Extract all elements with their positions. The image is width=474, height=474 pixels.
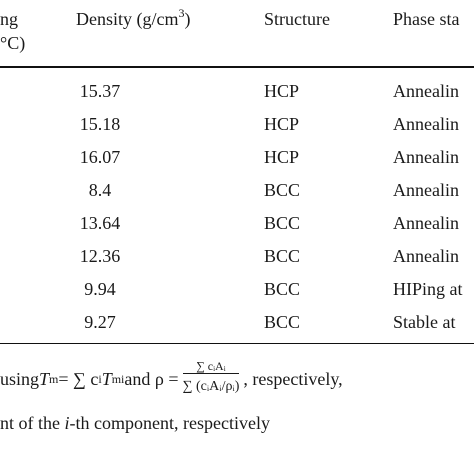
cell-density: 15.18 bbox=[79, 114, 121, 134]
density-fraction: ∑ cᵢAᵢ ∑ (cᵢAᵢ/ρᵢ) bbox=[182, 359, 240, 400]
header-density-text: Density (g/cm bbox=[76, 9, 179, 29]
fraction-numerator: ∑ cᵢAᵢ bbox=[182, 359, 240, 374]
table-row: 12.36 BCC Annealin bbox=[0, 245, 474, 278]
footnote-respectively: , respectively, bbox=[243, 369, 343, 389]
table-bottom-rule bbox=[0, 343, 474, 344]
table-row: 15.37 HCP Annealin bbox=[0, 80, 474, 113]
footnote-ci-sub: i bbox=[98, 372, 102, 386]
cell-density: 9.94 bbox=[84, 279, 116, 299]
footnote-i: i bbox=[64, 413, 70, 433]
footnote-line2: nt of the i-th component, respectively bbox=[0, 412, 270, 434]
header-melting-line2: °C) bbox=[0, 33, 26, 53]
cell-phase: Annealin bbox=[393, 147, 459, 167]
table-row: 9.27 BCC Stable at bbox=[0, 311, 474, 344]
cell-phase: Annealin bbox=[393, 114, 459, 134]
table-row: 13.64 BCC Annealin bbox=[0, 212, 474, 245]
header-structure: Structure bbox=[264, 9, 330, 29]
footnote-line2-start: nt of the bbox=[0, 413, 65, 433]
cell-phase: Annealin bbox=[393, 180, 459, 200]
table-row: 8.4 BCC Annealin bbox=[0, 179, 474, 212]
footnote-and-rho: and ρ = bbox=[124, 369, 179, 389]
cell-structure: BCC bbox=[264, 213, 301, 233]
cell-density: 15.37 bbox=[79, 81, 121, 101]
cell-density: 16.07 bbox=[79, 147, 121, 167]
footnote-line2-end: -th component, respectively bbox=[69, 413, 270, 433]
header-density-sup: 3 bbox=[178, 6, 185, 20]
cell-density: 13.64 bbox=[79, 213, 121, 233]
table-row: 9.94 BCC HIPing at bbox=[0, 278, 474, 311]
footnote-tm-sub: m bbox=[49, 372, 59, 386]
cell-phase: Annealin bbox=[393, 81, 459, 101]
cell-structure: HCP bbox=[264, 114, 300, 134]
fraction-denominator: ∑ (cᵢAᵢ/ρᵢ) bbox=[182, 378, 240, 394]
header-density: Density (g/cm3) bbox=[76, 6, 191, 30]
cell-structure: HCP bbox=[264, 81, 300, 101]
header-melting-line1: ng bbox=[0, 9, 18, 29]
cell-structure: BCC bbox=[264, 180, 301, 200]
cell-structure: BCC bbox=[264, 246, 301, 266]
cell-phase: HIPing at bbox=[393, 279, 463, 299]
cell-structure: BCC bbox=[264, 279, 301, 299]
header-phase: Phase sta bbox=[393, 9, 460, 29]
table-row: 15.18 HCP Annealin bbox=[0, 113, 474, 146]
cell-density: 9.27 bbox=[84, 312, 116, 332]
header-density-close: ) bbox=[184, 9, 191, 29]
footnote-tm: T bbox=[39, 369, 50, 389]
header-rule bbox=[0, 66, 474, 68]
cell-density: 12.36 bbox=[79, 246, 121, 266]
table-row: 16.07 HCP Annealin bbox=[0, 146, 474, 179]
footnote-eq-sum: = ∑ c bbox=[58, 369, 99, 389]
cell-phase: Annealin bbox=[393, 213, 459, 233]
footnote-tmi-sub: mi bbox=[111, 372, 125, 386]
cell-structure: BCC bbox=[264, 312, 301, 332]
cell-structure: HCP bbox=[264, 147, 300, 167]
cell-density: 8.4 bbox=[88, 180, 112, 200]
footnote-using: using bbox=[0, 369, 40, 389]
cell-phase: Annealin bbox=[393, 246, 459, 266]
footnote-tmi: T bbox=[101, 369, 112, 389]
cell-phase: Stable at bbox=[393, 312, 456, 332]
